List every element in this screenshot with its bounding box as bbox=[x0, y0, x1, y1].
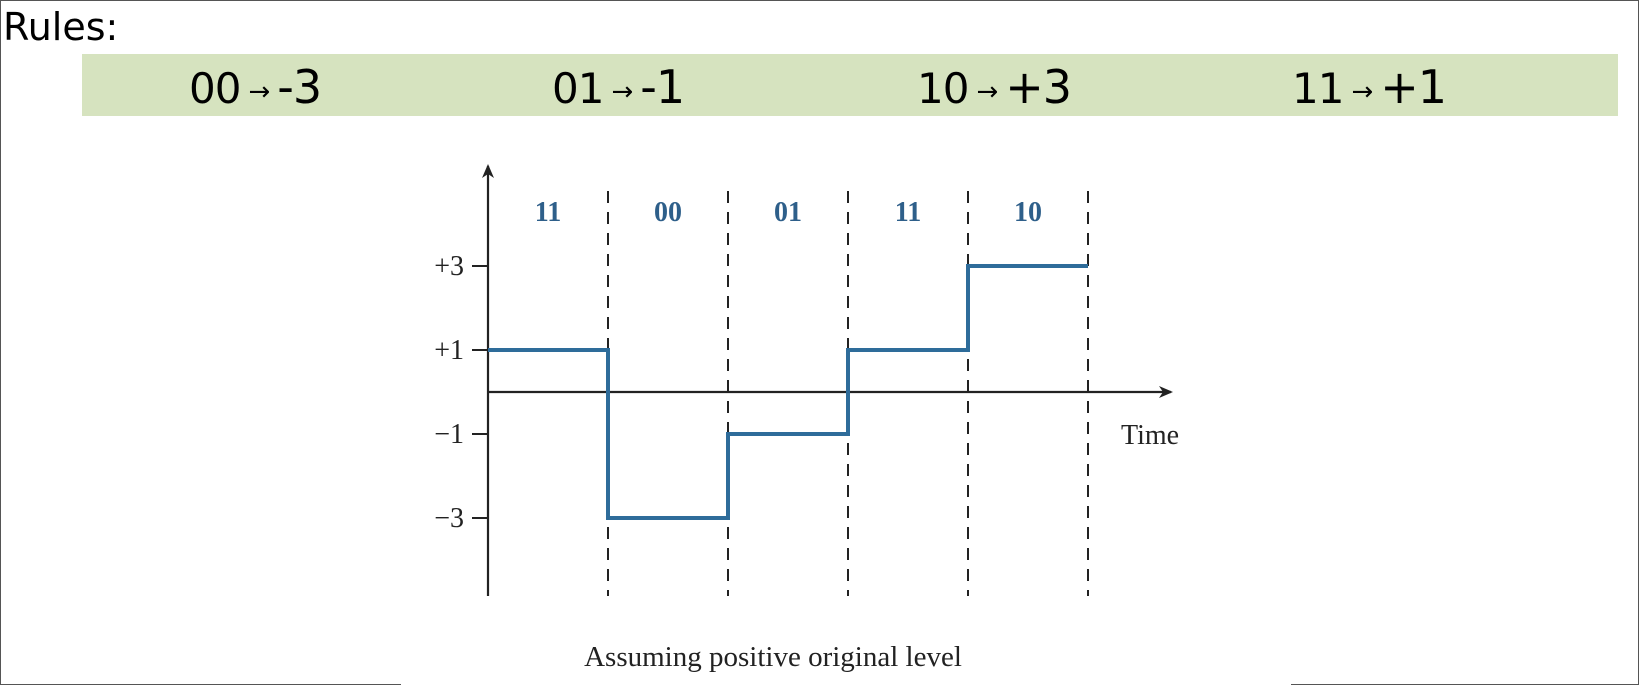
arrow-icon: → bbox=[976, 76, 998, 107]
rule-bits: 11 bbox=[1292, 64, 1344, 113]
rule-bits: 01 bbox=[552, 64, 604, 113]
rule-level: +1 bbox=[1380, 60, 1447, 114]
rule-01: 01 → -1 bbox=[552, 60, 685, 114]
rules-band: 00 → -3 01 → -1 10 → +3 11 → +1 bbox=[82, 54, 1618, 116]
bit-group-label: 11 bbox=[535, 197, 561, 228]
y-tick-label: +3 bbox=[434, 251, 464, 282]
bit-group-label: 01 bbox=[774, 197, 802, 228]
bit-group-label: 00 bbox=[654, 197, 682, 228]
rule-level: -3 bbox=[277, 60, 322, 114]
caption: Assuming positive original level bbox=[584, 641, 962, 673]
rule-level: +3 bbox=[1005, 60, 1072, 114]
rule-10: 10 → +3 bbox=[917, 60, 1072, 114]
signal-line bbox=[488, 264, 1088, 520]
rule-bits: 10 bbox=[917, 64, 969, 113]
x-axis-label: Time bbox=[1121, 420, 1179, 451]
rule-bits: 00 bbox=[189, 64, 241, 113]
y-tick-label: −3 bbox=[434, 503, 464, 534]
arrow-icon: → bbox=[1351, 76, 1373, 107]
arrow-icon: → bbox=[248, 76, 270, 107]
rules-label: Rules: bbox=[3, 5, 119, 49]
signal-diagram-svg: +3 +1 −1 −3 11 00 01 11 10 Time Assuming positi… bbox=[434, 164, 1179, 673]
bit-group-label: 11 bbox=[895, 197, 921, 228]
y-tick-label: −1 bbox=[434, 419, 464, 450]
rule-level: -1 bbox=[640, 60, 685, 114]
bit-group-label: 10 bbox=[1014, 197, 1042, 228]
arrow-icon: → bbox=[611, 76, 633, 107]
rule-11: 11 → +1 bbox=[1292, 60, 1447, 114]
rule-00: 00 → -3 bbox=[189, 60, 322, 114]
y-tick-label: +1 bbox=[434, 335, 464, 366]
signal-diagram: +3 +1 −1 −3 11 00 01 11 10 Time Assuming positi… bbox=[401, 146, 1291, 686]
